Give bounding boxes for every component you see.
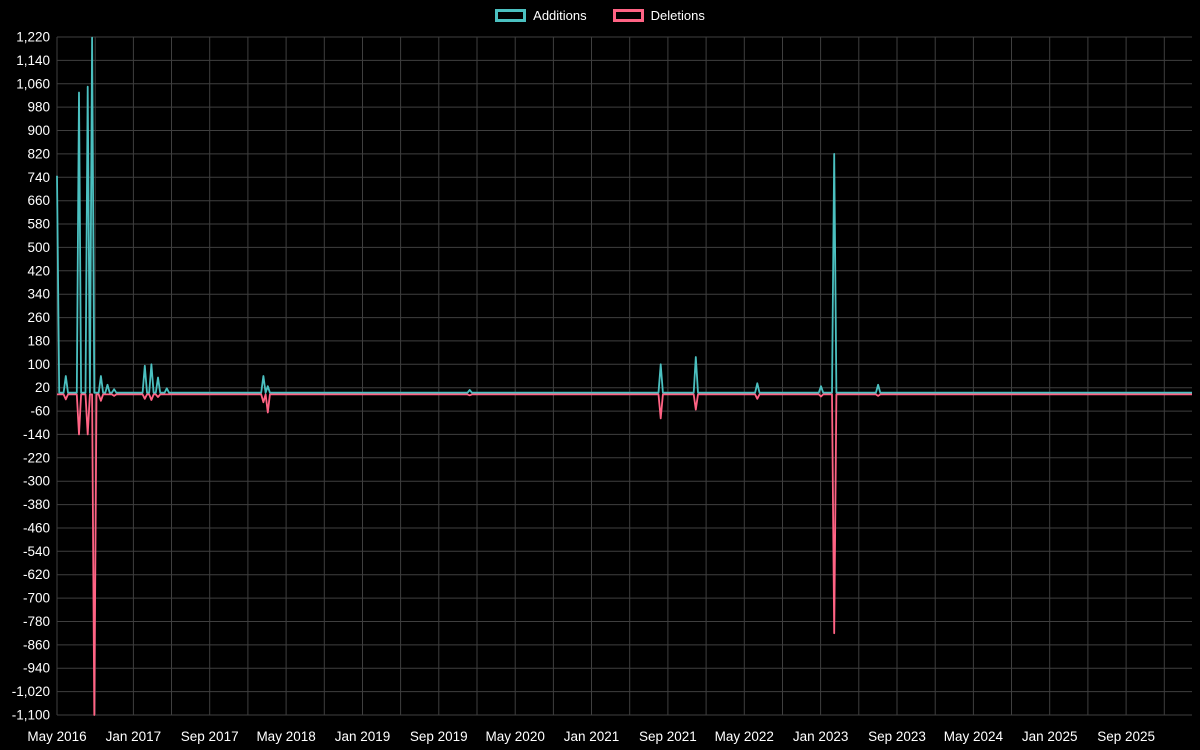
y-tick-label: 580 [27, 217, 50, 232]
y-tick-label: -1,100 [12, 708, 50, 723]
legend-item-additions[interactable]: Additions [495, 8, 587, 23]
x-tick-label: Sep 2017 [181, 729, 239, 744]
y-tick-label: -620 [23, 567, 50, 582]
y-tick-label: -540 [23, 544, 50, 559]
y-tick-label: 1,220 [16, 30, 50, 45]
y-tick-label: -60 [30, 404, 50, 419]
y-tick-label: -780 [23, 614, 50, 629]
y-tick-label: 900 [27, 123, 50, 138]
y-tick-label: 500 [27, 240, 50, 255]
y-tick-label: 740 [27, 170, 50, 185]
y-tick-label: -220 [23, 450, 50, 465]
x-tick-label: Sep 2019 [410, 729, 468, 744]
y-tick-label: -460 [23, 521, 50, 536]
y-tick-label: 180 [27, 333, 50, 348]
y-tick-label: -140 [23, 427, 50, 442]
y-tick-label: 20 [35, 380, 50, 395]
x-tick-label: May 2016 [27, 729, 86, 744]
y-tick-label: -940 [23, 661, 50, 676]
x-tick-label: May 2022 [715, 729, 774, 744]
y-tick-label: 260 [27, 310, 50, 325]
y-tick-label: 1,140 [16, 53, 50, 68]
y-tick-label: 1,060 [16, 76, 50, 91]
y-tick-label: 980 [27, 100, 50, 115]
chart-legend: Additions Deletions [0, 8, 1200, 23]
additions-swatch-icon [495, 9, 527, 22]
y-tick-label: 820 [27, 146, 50, 161]
y-tick-label: -860 [23, 637, 50, 652]
y-tick-label: -380 [23, 497, 50, 512]
y-tick-label: -1,020 [12, 684, 50, 699]
x-tick-label: Jan 2019 [335, 729, 391, 744]
y-tick-label: 100 [27, 357, 50, 372]
x-tick-label: Sep 2021 [639, 729, 697, 744]
additions-line [56, 36, 1192, 394]
deletions-line [57, 393, 1192, 716]
deletions-swatch-icon [612, 9, 644, 22]
x-tick-label: Jan 2023 [793, 729, 849, 744]
x-tick-label: Sep 2025 [1097, 729, 1155, 744]
x-tick-label: May 2020 [486, 729, 545, 744]
x-tick-label: Sep 2023 [868, 729, 926, 744]
x-tick-label: Jan 2017 [106, 729, 162, 744]
x-tick-label: May 2018 [256, 729, 315, 744]
legend-label-additions: Additions [533, 8, 587, 23]
y-tick-label: 420 [27, 263, 50, 278]
legend-item-deletions[interactable]: Deletions [612, 8, 705, 23]
y-tick-label: -700 [23, 591, 50, 606]
x-tick-label: Jan 2021 [564, 729, 620, 744]
y-tick-label: 340 [27, 287, 50, 302]
y-tick-label: -300 [23, 474, 50, 489]
legend-label-deletions: Deletions [650, 8, 705, 23]
y-tick-label: 660 [27, 193, 50, 208]
x-tick-label: May 2024 [944, 729, 1004, 744]
x-tick-label: Jan 2025 [1022, 729, 1078, 744]
